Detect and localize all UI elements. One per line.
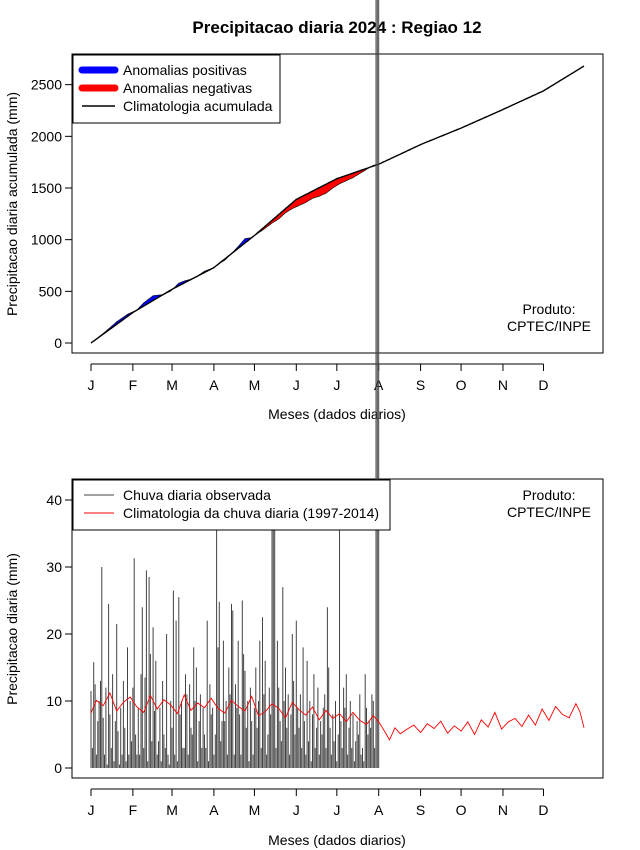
- legend-1: Anomalias positivas Anomalias negativas …: [72, 54, 281, 124]
- x-tick-label: M: [166, 377, 178, 393]
- y-axis-label-1: Precipitacao diaria acumulada (mm): [4, 92, 20, 316]
- x-tick-label: M: [249, 802, 261, 818]
- y-tick-label: 1500: [31, 180, 62, 196]
- y-tick-label: 40: [46, 492, 62, 508]
- y-tick-label: 20: [46, 626, 62, 642]
- y-tick-label: 10: [46, 693, 62, 709]
- plot-frame-1: [71, 53, 604, 354]
- y-tick-label: 0: [54, 335, 62, 351]
- y-tick-label: 2000: [31, 128, 62, 144]
- legend-climatology-daily: Climatologia da chuva diaria (1997-2014): [123, 505, 379, 521]
- x-tick-label: O: [456, 377, 467, 393]
- negative-anomaly-area: [252, 167, 370, 238]
- y-tick-label: 0: [54, 760, 62, 776]
- x-tick-label: M: [249, 377, 261, 393]
- y-axis-label-2: Precipitacao diaria (mm): [4, 553, 20, 705]
- x-tick-label: A: [374, 802, 384, 818]
- x-tick-label: J: [333, 802, 340, 818]
- legend-negative: Anomalias negativas: [123, 80, 252, 96]
- x-tick-label: F: [129, 377, 138, 393]
- legend-positive: Anomalias positivas: [123, 62, 247, 78]
- x-tick-label: D: [538, 802, 548, 818]
- credit-line-1: Produto:: [523, 301, 576, 317]
- y-tick-label: 30: [46, 559, 62, 575]
- x-tick-label: F: [129, 802, 138, 818]
- climatology-daily-line: [90, 691, 585, 741]
- legend-2: Chuva diaria observada Climatologia da c…: [72, 479, 391, 531]
- anomaly-areas: [90, 163, 379, 344]
- x-tick-label: S: [416, 377, 425, 393]
- y-tick-label: 2500: [31, 77, 62, 93]
- chart-title: Precipitacao diaria 2024 : Regiao 12: [192, 18, 481, 37]
- panel-daily: 0 10 20 30 40 J F M A M J J A S O N D Precipitacao diar…: [4, 0, 604, 848]
- y-tick-label: 1000: [31, 232, 62, 248]
- y-tick-label: 500: [39, 283, 63, 299]
- x-tick-label: N: [498, 377, 508, 393]
- y-axis-1: 0 500 1000 1500 2000 2500: [31, 77, 72, 351]
- x-axis-label-2: Meses (dados diarios): [268, 832, 406, 848]
- x-tick-label: N: [498, 802, 508, 818]
- x-tick-label: S: [416, 802, 425, 818]
- x-tick-label: J: [88, 802, 95, 818]
- x-tick-label: M: [166, 802, 178, 818]
- y-axis-2: 0 10 20 30 40: [46, 492, 72, 776]
- credit-line-2-b: CPTEC/INPE: [507, 504, 591, 520]
- x-axis-label-1: Meses (dados diarios): [268, 406, 406, 422]
- climatology-cumulative-line: [90, 65, 585, 344]
- credit-line-2: CPTEC/INPE: [507, 318, 591, 334]
- x-tick-label: O: [456, 802, 467, 818]
- x-tick-label: D: [538, 377, 548, 393]
- plot-frame-2: [71, 478, 604, 779]
- observed-rain-bars: [90, 0, 380, 768]
- credit-line-1-b: Produto:: [523, 487, 576, 503]
- x-tick-label: J: [293, 377, 300, 393]
- legend-climatology-cumulative: Climatologia acumulada: [123, 98, 273, 114]
- x-tick-label: A: [209, 802, 219, 818]
- x-tick-label: J: [88, 377, 95, 393]
- legend-box-2: [72, 479, 391, 531]
- x-tick-label: J: [293, 802, 300, 818]
- legend-observed: Chuva diaria observada: [123, 487, 271, 503]
- x-tick-label: J: [333, 377, 340, 393]
- x-tick-label: A: [209, 377, 219, 393]
